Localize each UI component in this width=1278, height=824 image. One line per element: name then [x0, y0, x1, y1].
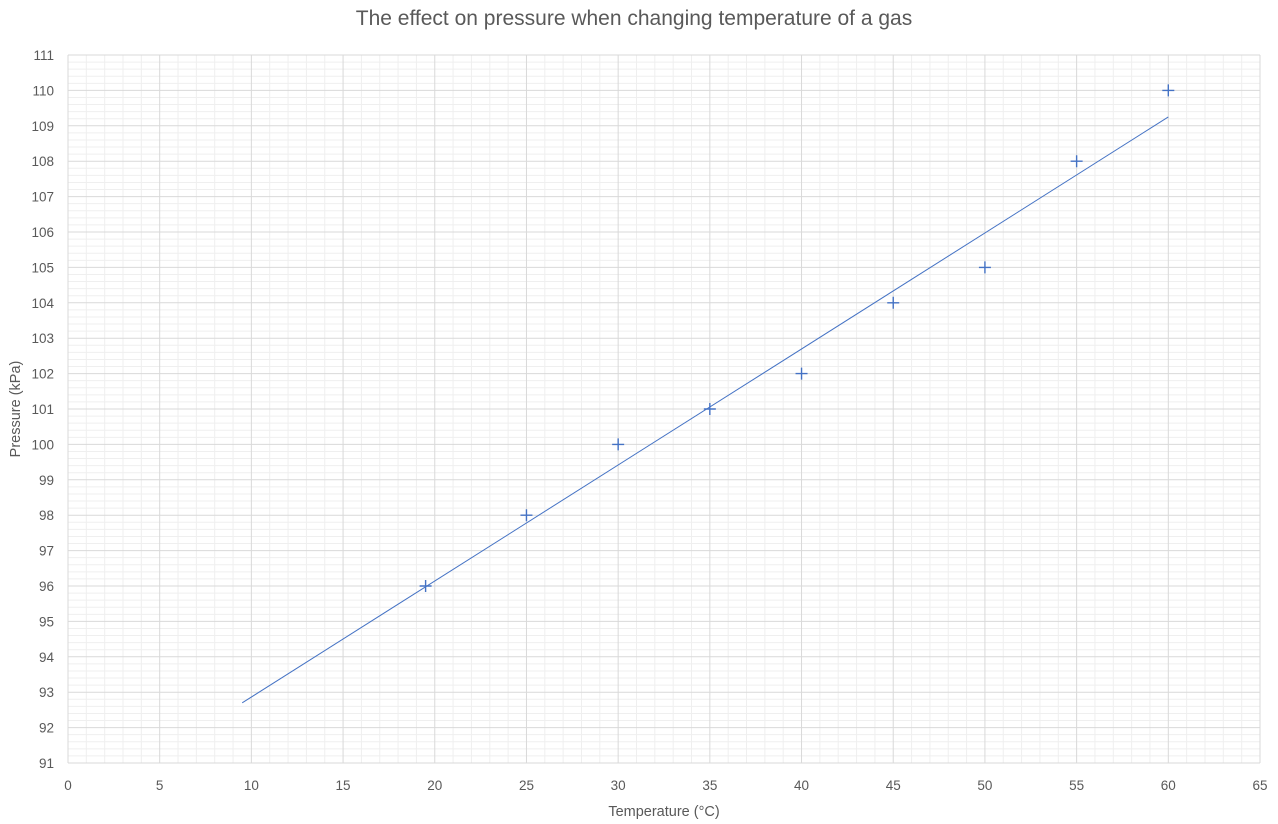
y-tick-labels: 91 92 93 94 95 96 97 98 99 100 101 102 103 104 105 106 1…	[31, 48, 54, 771]
y-tick-label: 93	[39, 685, 54, 700]
data-points	[419, 84, 1175, 592]
data-point-marker	[703, 403, 716, 415]
data-point-marker	[1162, 84, 1175, 97]
x-tick-label: 5	[156, 778, 164, 793]
x-tick-label: 20	[427, 778, 442, 793]
x-tick-labels: 0 5 10 15 20 25 30 35 40 45 50 55 60 65	[64, 778, 1267, 793]
y-tick-label: 111	[33, 48, 54, 63]
data-point-marker	[795, 367, 808, 380]
x-tick-label: 50	[977, 778, 992, 793]
x-tick-label: 45	[886, 778, 901, 793]
y-tick-label: 102	[31, 367, 54, 382]
y-tick-label: 96	[39, 579, 54, 594]
chart-title: The effect on pressure when changing tem…	[356, 7, 912, 30]
data-point-marker	[612, 438, 625, 451]
x-tick-label: 40	[794, 778, 809, 793]
x-tick-label: 60	[1161, 778, 1176, 793]
y-tick-label: 97	[39, 544, 54, 559]
x-tick-label: 0	[64, 778, 72, 793]
y-tick-label: 109	[31, 119, 54, 134]
y-tick-label: 92	[39, 721, 54, 736]
y-tick-label: 107	[31, 190, 54, 205]
linear-trendline	[241, 116, 1169, 704]
data-point-marker	[419, 580, 432, 592]
data-point-marker	[978, 261, 991, 274]
trendline-layer	[241, 116, 1169, 704]
data-point-marker	[520, 509, 533, 522]
y-tick-label: 91	[39, 756, 54, 771]
y-tick-label: 98	[39, 508, 54, 523]
y-tick-label: 101	[31, 402, 54, 417]
x-tick-label: 30	[611, 778, 626, 793]
y-axis-label: Pressure (kPa)	[8, 361, 24, 458]
y-tick-label: 105	[31, 260, 54, 275]
y-tick-label: 94	[39, 650, 55, 665]
y-tick-label: 99	[39, 473, 54, 488]
y-tick-label: 103	[31, 331, 54, 346]
major-gridlines	[67, 54, 1261, 764]
x-tick-label: 55	[1069, 778, 1084, 793]
data-point-marker	[887, 296, 900, 309]
x-axis-label: Temperature (°C)	[608, 804, 719, 820]
x-tick-label: 15	[336, 778, 351, 793]
x-tick-label: 10	[244, 778, 259, 793]
y-tick-label: 100	[31, 437, 54, 452]
y-tick-label: 108	[31, 154, 54, 169]
y-tick-label: 104	[31, 296, 54, 311]
x-tick-label: 65	[1252, 778, 1267, 793]
x-tick-label: 35	[702, 778, 717, 793]
y-tick-label: 106	[31, 225, 54, 240]
y-tick-label: 110	[32, 83, 54, 98]
y-tick-label: 95	[39, 614, 54, 629]
x-tick-label: 25	[519, 778, 534, 793]
data-point-marker	[1070, 155, 1083, 168]
